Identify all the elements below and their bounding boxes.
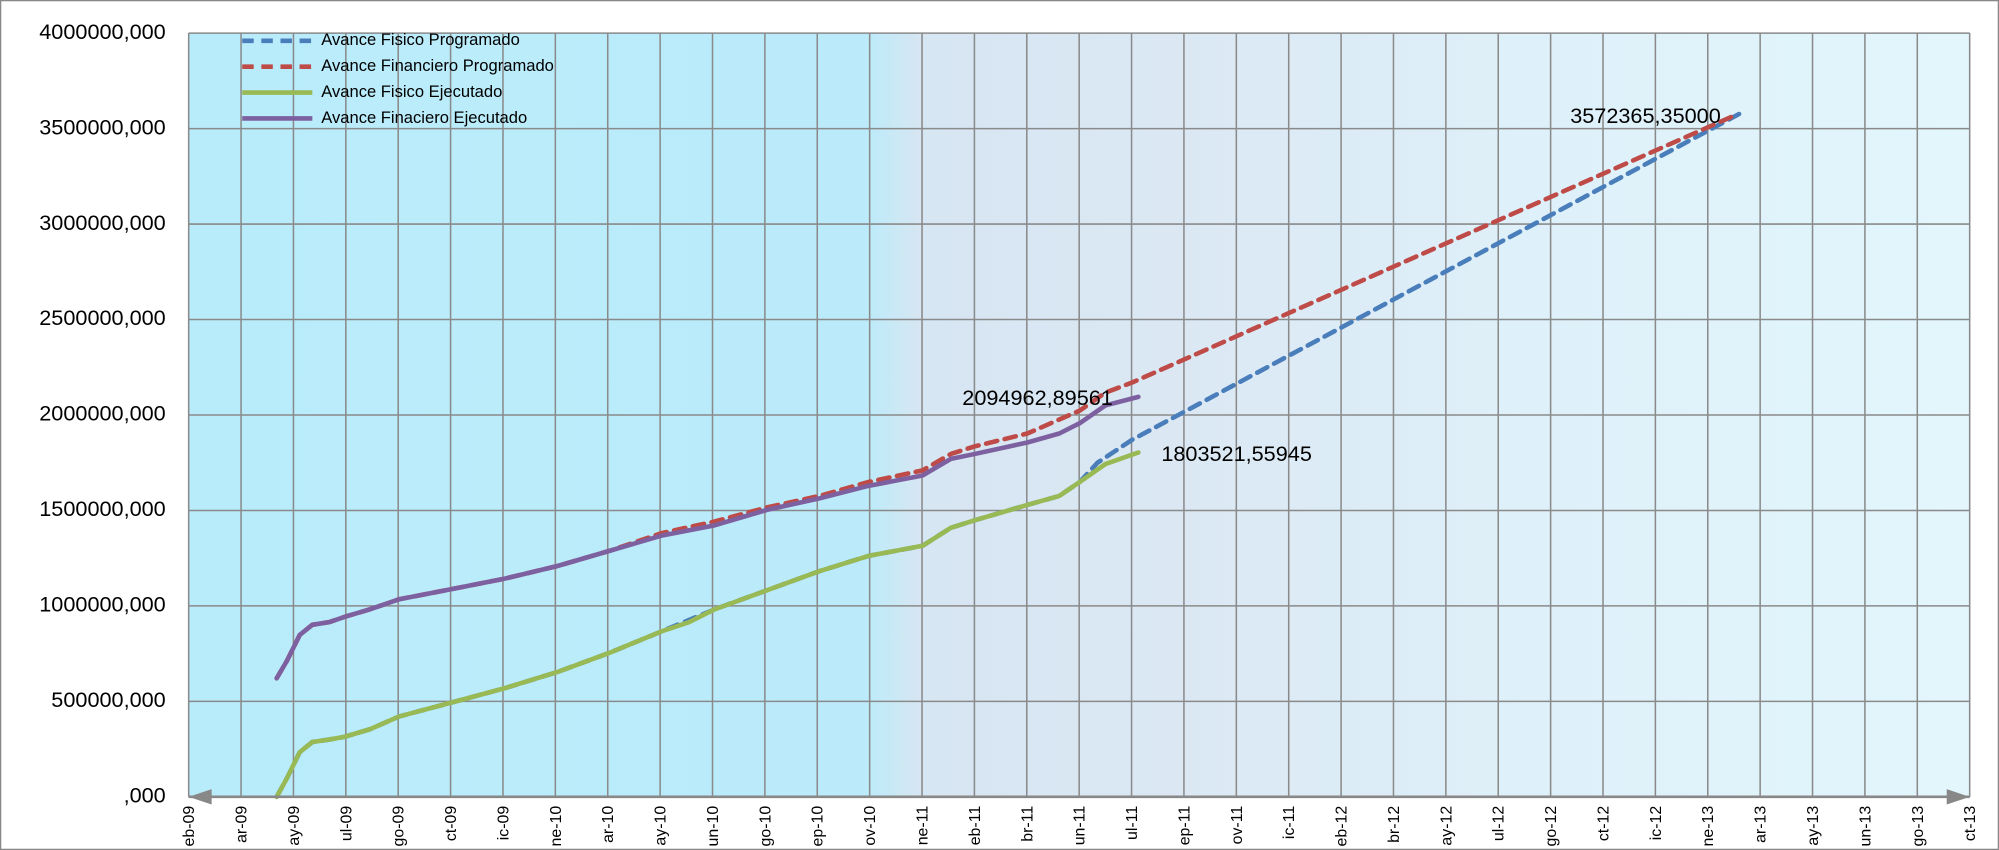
y-tick-label: 3500000,000	[39, 114, 165, 139]
x-tick-label: ep-10	[810, 806, 827, 847]
y-tick-label: 2500000,000	[39, 305, 165, 330]
axis-arrow	[188, 789, 212, 805]
x-tick-label: ul-12	[1491, 806, 1508, 842]
x-tick-label: br-11	[1019, 806, 1036, 842]
x-tick-label: eb-12	[1334, 806, 1351, 847]
x-tick-label: ar-13	[1753, 806, 1770, 843]
x-tick-label: ct-12	[1595, 806, 1612, 842]
annotation: 1803521,55945	[1161, 441, 1312, 466]
x-tick-label: ov-10	[862, 806, 879, 846]
x-tick-label: br-12	[1386, 806, 1403, 843]
x-tick-label: un-13	[1857, 806, 1874, 847]
y-tick-label: 500000,000	[51, 687, 165, 712]
legend: Avance Fisico Programado Avance Financier…	[242, 30, 554, 127]
x-tick-label: go-10	[757, 806, 774, 847]
series-line	[274, 450, 1141, 800]
x-tick-label: ay-10	[653, 806, 670, 846]
y-tick-label: ,000	[124, 783, 166, 808]
x-tick-label: eb-09	[181, 806, 198, 847]
x-tick-label: ay-12	[1438, 806, 1455, 846]
annotation: 3572365,35000	[1570, 103, 1721, 128]
x-tick-label: un-11	[1072, 806, 1089, 846]
legend-label: Avance Fisico Programado	[321, 30, 520, 49]
x-tick-label: ep-11	[1176, 806, 1193, 846]
x-tick-label: ne-11	[915, 806, 932, 846]
y-tick-label: 3000000,000	[39, 210, 165, 235]
x-tick-label: ic-11	[1281, 806, 1298, 839]
series-line	[274, 394, 1141, 681]
x-tick-label: ar-09	[234, 806, 251, 843]
y-tick-label: 1000000,000	[39, 592, 165, 617]
grid	[187, 32, 1971, 798]
x-tick-label: ne-13	[1700, 806, 1717, 847]
annotation: 2094962,89561	[962, 385, 1113, 410]
x-tick-label: ay-13	[1805, 806, 1822, 846]
axis-arrow	[1946, 789, 1970, 805]
x-tick-label: eb-11	[967, 806, 984, 846]
y-tick-label: 4000000,000	[39, 19, 165, 44]
x-tick-label: ar-10	[600, 806, 617, 843]
legend-label: Avance Financiero Programado	[321, 56, 554, 75]
legend-label: Avance Finaciero Ejecutado	[321, 108, 527, 127]
lines	[274, 108, 1748, 800]
x-tick-label: go-12	[1543, 806, 1560, 847]
x-tick-label: ne-10	[548, 806, 565, 847]
labels: ,000 500000,000 1000000,000 1500000,000 2000…	[39, 19, 1979, 847]
x-tick-label: go-13	[1910, 806, 1927, 847]
x-tick-label: ct-09	[443, 806, 460, 842]
y-tick-label: 1500000,000	[39, 496, 165, 521]
x-tick-label: ic-12	[1648, 806, 1665, 841]
x-tick-label: un-10	[705, 806, 722, 847]
x-tick-label: ic-09	[495, 806, 512, 841]
x-tick-label: ul-09	[338, 806, 355, 842]
x-tick-label: ul-11	[1124, 806, 1141, 840]
x-tick-label: ov-11	[1229, 806, 1246, 845]
y-tick-label: 2000000,000	[39, 401, 165, 426]
x-tick-label: ay-09	[286, 806, 303, 846]
legend-label: Avance Fisico Ejecutado	[321, 82, 502, 101]
x-tick-label: go-09	[391, 806, 408, 847]
x-tick-label: ct-13	[1962, 806, 1979, 842]
